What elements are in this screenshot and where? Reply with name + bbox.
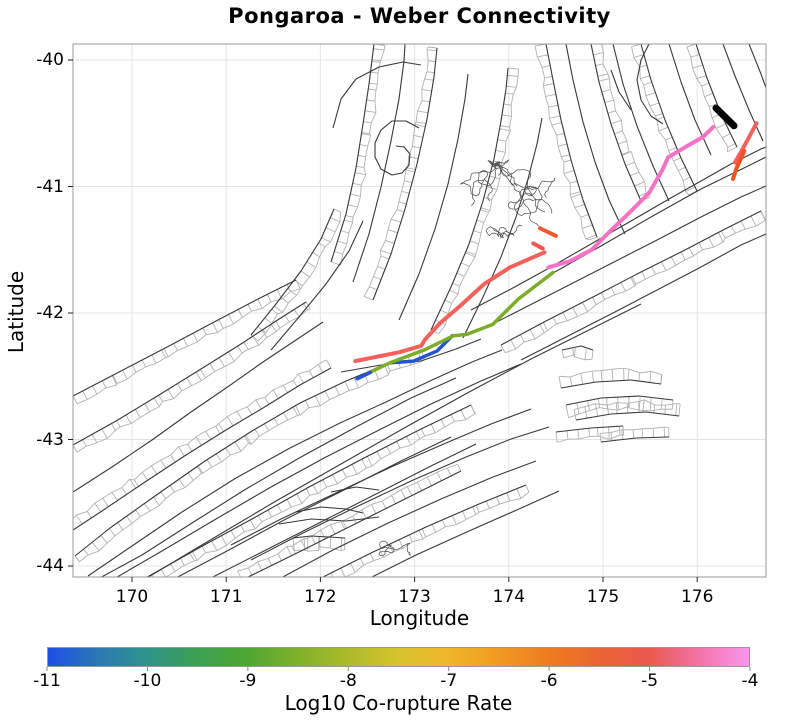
rupture-orange-dash bbox=[537, 226, 558, 238]
colorbar-tick--5: -5 bbox=[641, 671, 659, 691]
rupture-red-dash bbox=[531, 241, 545, 251]
colorbar-tick--9: -9 bbox=[239, 671, 257, 691]
x-tick-175: 175 bbox=[586, 587, 620, 607]
colorbar-tick--7: -7 bbox=[440, 671, 458, 691]
colorbar-tick--4: -4 bbox=[741, 671, 759, 691]
x-tick-171: 171 bbox=[209, 587, 243, 607]
colorbar-title: Log10 Co-rupture Rate bbox=[284, 691, 513, 715]
map-content bbox=[73, 44, 766, 577]
figure-title: Pongaroa - Weber Connectivity bbox=[228, 4, 611, 28]
y-tick--42: -42 bbox=[36, 303, 64, 323]
y-tick--43: -43 bbox=[36, 429, 64, 450]
x-tick-174: 174 bbox=[492, 587, 526, 607]
y-tick--41: -41 bbox=[36, 176, 64, 197]
colorbar-tick--8: -8 bbox=[339, 671, 357, 691]
fault-ladder-panels bbox=[73, 44, 766, 577]
y-tick--40: -40 bbox=[36, 50, 64, 70]
rupture-orange-segment-ne bbox=[730, 149, 747, 181]
fault-traces bbox=[73, 44, 766, 577]
x-axis-label: Longitude bbox=[369, 606, 470, 630]
y-tick--44: -44 bbox=[36, 556, 64, 576]
rupture-pink-path bbox=[546, 125, 716, 270]
rupture-blue-path bbox=[394, 334, 455, 365]
colorbar-tick--11: -11 bbox=[33, 671, 61, 691]
x-tick-173: 173 bbox=[398, 587, 431, 607]
rupture-source-segment-pongaroa-weber bbox=[712, 104, 738, 130]
coastline-scribbles bbox=[378, 159, 556, 557]
x-tick-172: 172 bbox=[304, 587, 337, 607]
axis-tick-marks bbox=[68, 59, 698, 582]
x-tick-176: 176 bbox=[680, 587, 714, 607]
plot-border bbox=[72, 43, 767, 578]
rupture-green-path bbox=[364, 270, 555, 376]
x-tick-170: 170 bbox=[115, 587, 149, 607]
rupture-salmon-curve-ne bbox=[732, 121, 759, 165]
rupture-blue-tail bbox=[355, 370, 373, 381]
rupture-salmon-path bbox=[353, 250, 547, 364]
colorbar-tick--6: -6 bbox=[540, 671, 558, 691]
colorbar-gradient bbox=[47, 647, 750, 667]
colorbar-tick--10: -10 bbox=[133, 671, 162, 691]
